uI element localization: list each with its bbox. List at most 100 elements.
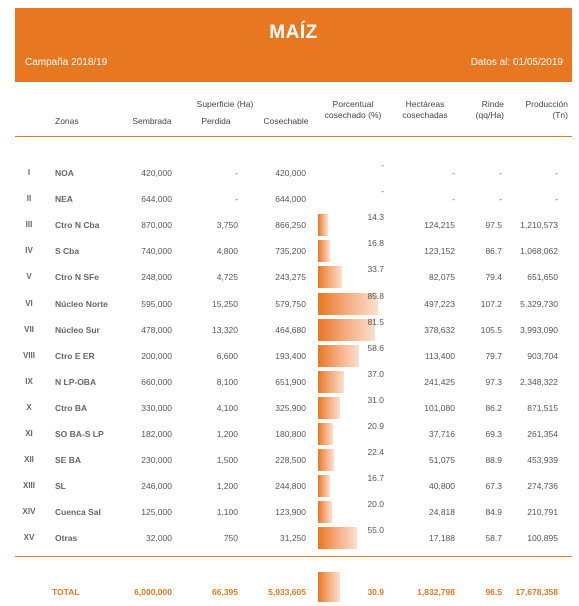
perdida-value: 15,250 [212, 299, 238, 309]
rinde-value: 84.9 [485, 507, 502, 517]
cosechable-value: 244,800 [275, 481, 306, 491]
rinde-value: 86.2 [485, 403, 502, 413]
header-hectareas: Hectáreas cosechadas [390, 99, 460, 121]
produccion-value: - [555, 194, 558, 204]
hectareas-value: - [452, 168, 455, 178]
cosechable-value: 180,800 [275, 429, 306, 439]
zone-name: Cuenca Sal [55, 507, 101, 517]
total-hectareas: 1,832,798 [417, 587, 455, 597]
header-divider [15, 136, 572, 137]
header-produccion: Producción (Tn) [510, 99, 568, 121]
rinde-value: - [499, 168, 502, 178]
total-perdida: 66,395 [212, 587, 238, 597]
cosechable-value: 31,250 [280, 533, 306, 543]
sembrada-value: 740,000 [141, 246, 172, 256]
perdida-value: 1,500 [216, 455, 238, 465]
hectareas-value: 24,818 [429, 507, 455, 517]
hectareas-value: - [452, 194, 455, 204]
zone-number: I [27, 168, 31, 177]
perdida-value: 4,100 [216, 403, 238, 413]
percent-value: 37.0 [367, 369, 384, 379]
total-percent-bar [318, 572, 340, 602]
produccion-value: 1,210,573 [520, 220, 558, 230]
hectareas-value: 378,632 [424, 325, 455, 335]
zone-number: IV [25, 246, 33, 255]
zone-number: VI [25, 299, 33, 308]
hectareas-value: 123,152 [424, 246, 455, 256]
zone-number: II [26, 194, 32, 203]
date-label: Datos al: 01/05/2019 [470, 57, 563, 68]
percent-bar [318, 527, 357, 549]
header-rinde-line1: Rinde [481, 99, 504, 109]
sembrada-value: 420,000 [141, 168, 172, 178]
percent-bar [318, 423, 333, 445]
zone-name: NEA [55, 194, 73, 204]
hectareas-value: 241,425 [424, 377, 455, 387]
hectareas-value: 17,188 [429, 533, 455, 543]
produccion-value: 210,791 [527, 507, 558, 517]
perdida-value: 3,750 [216, 220, 238, 230]
percent-bar [318, 475, 330, 497]
sembrada-value: 230,000 [141, 455, 172, 465]
produccion-value: 3,993,090 [520, 325, 558, 335]
percent-value: 33.7 [367, 264, 384, 274]
zone-name: Ctro E ER [55, 351, 95, 361]
total-rinde: 96.5 [485, 587, 502, 597]
rinde-value: 97.5 [485, 220, 502, 230]
rinde-value: 58.7 [485, 533, 502, 543]
cosechable-value: 735,200 [275, 246, 306, 256]
perdida-value: 13,320 [212, 325, 238, 335]
zone-number: VII [24, 325, 34, 334]
perdida-value: - [235, 194, 238, 204]
header-perdida: Perdida [201, 116, 231, 126]
percent-bar [318, 449, 334, 471]
sembrada-value: 246,000 [141, 481, 172, 491]
zone-name: Otras [55, 533, 78, 543]
percent-value: 85.8 [367, 291, 384, 301]
rinde-value: 88.9 [485, 455, 502, 465]
zone-name: Ctro N Cba [55, 220, 100, 230]
rinde-value: 97.3 [485, 377, 502, 387]
rinde-value: 67.3 [485, 481, 502, 491]
sembrada-value: 182,000 [141, 429, 172, 439]
sembrada-value: 478,000 [141, 325, 172, 335]
cosechable-value: 866,250 [275, 220, 306, 230]
header-superficie: Superficie (Ha) [196, 99, 254, 109]
produccion-value: 100,895 [527, 533, 558, 543]
sembrada-value: 248,000 [141, 272, 172, 282]
rinde-value: 86.7 [485, 246, 502, 256]
total-percent: 30.9 [367, 587, 384, 597]
header-produccion-line2: (Tn) [552, 110, 568, 120]
page-title: MAÍZ [269, 22, 318, 43]
hectareas-value: 51,075 [429, 455, 455, 465]
hectareas-value: 497,223 [424, 299, 455, 309]
cosechable-value: 651,900 [275, 377, 306, 387]
produccion-value: 5,329,730 [520, 299, 558, 309]
header-zonas: Zonas [55, 116, 79, 126]
header-porcentual: Porcentual cosechado (%) [318, 99, 388, 121]
percent-value: 20.0 [367, 499, 384, 509]
zone-name: Núcleo Sur [55, 325, 100, 335]
zone-number: III [25, 220, 33, 229]
percent-value: 22.4 [367, 447, 384, 457]
zone-name: SE BA [55, 455, 81, 465]
zone-name: S Cba [55, 246, 80, 256]
percent-value: 81.5 [367, 317, 384, 327]
campaign-label: Campaña 2018/19 [25, 57, 108, 68]
percent-bar [318, 501, 332, 523]
produccion-value: 2,348,322 [520, 377, 558, 387]
produccion-value: 871,515 [527, 403, 558, 413]
zone-number: XI [25, 429, 33, 438]
cosechable-value: 193,400 [275, 351, 306, 361]
perdida-value: 1,200 [216, 429, 238, 439]
hectareas-value: 37,716 [429, 429, 455, 439]
zone-number: VIII [22, 351, 35, 360]
zone-number: X [26, 403, 32, 412]
sembrada-value: 330,000 [141, 403, 172, 413]
produccion-value: 651,650 [527, 272, 558, 282]
produccion-value: 903,704 [527, 351, 558, 361]
cosechable-value: 123,900 [275, 507, 306, 517]
percent-bar [318, 371, 344, 393]
percent-bar [318, 293, 379, 315]
percent-value: - [381, 160, 384, 170]
